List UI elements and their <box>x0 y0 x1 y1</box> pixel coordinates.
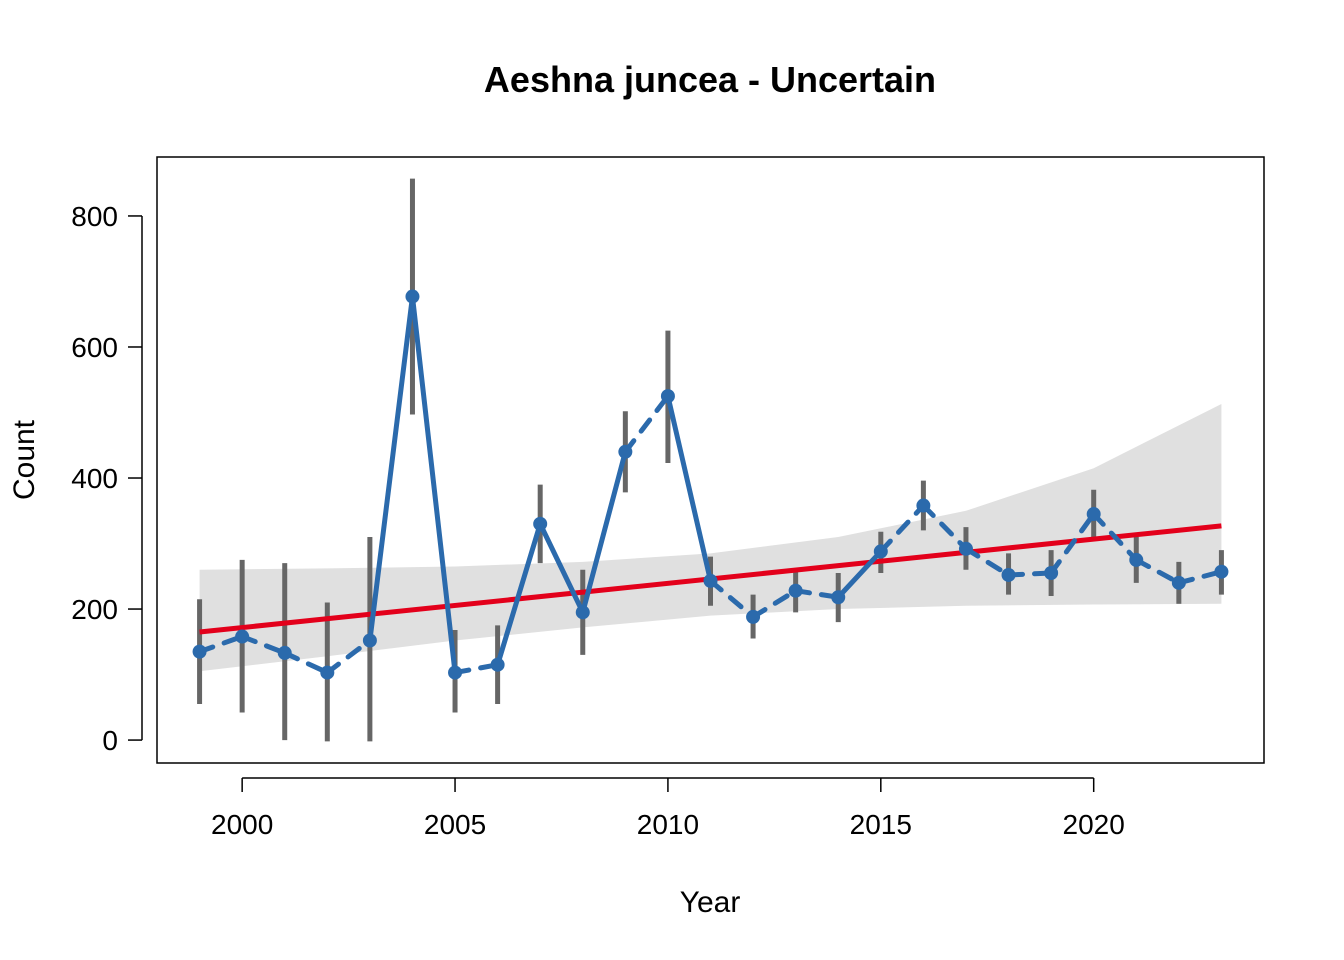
data-point-2000 <box>235 629 250 644</box>
data-point-2020 <box>1086 507 1101 522</box>
series-segment-2013 <box>793 588 841 600</box>
series-segment-2000 <box>239 634 288 656</box>
data-point-2005 <box>448 665 463 680</box>
data-point-2009 <box>618 444 633 459</box>
data-point-2013 <box>788 583 803 598</box>
plot-frame <box>156 156 1265 764</box>
data-point-2003 <box>362 633 377 648</box>
data-point-2006 <box>490 657 505 672</box>
series-segment-2017 <box>963 546 1012 578</box>
trend-confidence-band <box>199 404 1222 672</box>
y-tick-label-800: 800 <box>71 201 118 232</box>
chart-title: Aeshna juncea - Uncertain <box>484 59 936 100</box>
series-segment-2016 <box>920 503 969 552</box>
series-segment-2010 <box>665 393 713 584</box>
y-tick-label-600: 600 <box>71 332 118 363</box>
data-point-2015 <box>873 544 888 559</box>
x-tick-label-2005: 2005 <box>424 809 486 840</box>
series-segment-2009 <box>622 393 671 455</box>
data-point-2004 <box>405 289 420 304</box>
data-point-2023 <box>1214 564 1229 579</box>
series-segment-2008 <box>580 449 628 615</box>
series-segment-1999 <box>197 634 245 655</box>
data-point-1999 <box>192 644 207 659</box>
series-segment-2022 <box>1176 569 1224 586</box>
data-point-2017 <box>958 541 973 556</box>
x-tick-label-2020: 2020 <box>1063 809 1125 840</box>
data-point-2011 <box>703 573 718 588</box>
series-segment-2004 <box>409 294 458 676</box>
data-point-2008 <box>575 605 590 620</box>
data-point-2001 <box>277 645 292 660</box>
data-point-2019 <box>1044 566 1059 581</box>
data-point-2002 <box>320 665 335 680</box>
series-segment-2006 <box>495 521 543 668</box>
series-segment-2018 <box>1006 570 1054 578</box>
data-point-2018 <box>1001 567 1016 582</box>
y-tick-label-0: 0 <box>102 725 118 756</box>
series-segment-2001 <box>282 650 330 676</box>
data-point-2022 <box>1171 575 1186 590</box>
series-segment-2012 <box>750 588 799 620</box>
series-segment-2007 <box>537 521 586 615</box>
y-tick-label-200: 200 <box>71 594 118 625</box>
series-segment-2014 <box>835 548 884 600</box>
series-segment-2005 <box>452 662 501 676</box>
series-segment-2003 <box>367 294 415 643</box>
series-segment-2011 <box>708 578 756 620</box>
data-point-2007 <box>533 516 548 531</box>
series-segment-2021 <box>1133 557 1182 586</box>
data-point-2021 <box>1129 552 1144 567</box>
x-tick-label-2010: 2010 <box>637 809 699 840</box>
plot-area: 2000 2005 2010 2015 2020 0 200 400 600 800 <box>71 156 1265 840</box>
data-point-2014 <box>831 590 846 605</box>
series-segment-2020 <box>1091 511 1139 563</box>
data-point-2012 <box>746 609 761 624</box>
x-tick-label-2000: 2000 <box>211 809 273 840</box>
y-tick-label-400: 400 <box>71 463 118 494</box>
x-tick-label-2015: 2015 <box>850 809 912 840</box>
data-point-2010 <box>660 389 675 404</box>
y-axis-label: Count <box>8 419 41 500</box>
series-segment-2019 <box>1048 511 1097 576</box>
x-axis-label: Year <box>680 886 741 919</box>
data-point-2016 <box>916 498 931 513</box>
series-segment-2015 <box>878 503 926 554</box>
series-segment-2002 <box>324 637 373 676</box>
